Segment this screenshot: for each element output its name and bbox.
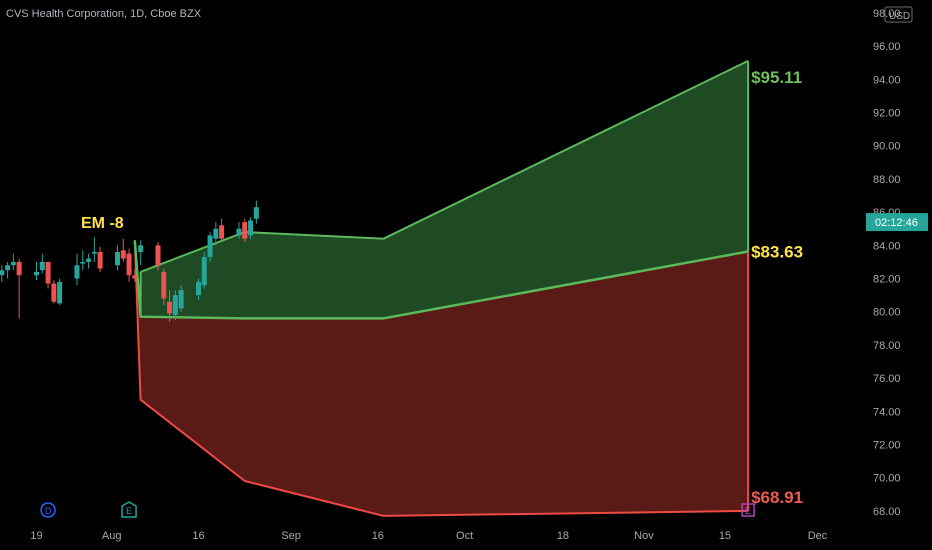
candle-body: [80, 261, 86, 264]
future-earnings-marker: [741, 503, 755, 517]
time-tick-label: Oct: [456, 530, 473, 542]
candle-body: [161, 271, 167, 299]
time-tick-label: Aug: [102, 530, 122, 542]
upper-expected-move-zone: [140, 60, 749, 319]
time-tick-label: 18: [557, 530, 569, 542]
price-tick-label: 84.00: [873, 240, 901, 252]
candle-body: [219, 225, 225, 239]
time-tick-label: Dec: [808, 530, 828, 542]
mid-price-label: $83.63: [751, 242, 803, 261]
candle-body: [10, 261, 16, 266]
candle-body: [195, 281, 201, 296]
candle-body: [57, 281, 63, 304]
candle-body: [74, 265, 80, 279]
currency-label: USD: [889, 11, 910, 22]
candle-body: [248, 220, 254, 236]
price-tick-label: 76.00: [873, 373, 901, 385]
time-tick-label: 19: [30, 530, 42, 542]
candle-body: [45, 261, 51, 284]
price-tick-label: 68.00: [873, 506, 901, 518]
earnings-marker-letter: E: [126, 506, 132, 516]
future-earnings-marker-letter: E: [745, 506, 751, 516]
candle-body: [16, 261, 22, 276]
candle-body: [91, 251, 97, 254]
earnings-marker: [121, 501, 137, 518]
candle-body: [242, 222, 248, 239]
candle-body: [132, 275, 138, 279]
upper-expected-move-line: [140, 60, 749, 273]
lower-price-label: $68.91: [751, 488, 803, 507]
time-tick-label: Nov: [634, 530, 654, 542]
candle-body: [178, 290, 184, 309]
candle-body: [201, 256, 207, 286]
candle-body: [5, 265, 11, 271]
price-tick-label: 80.00: [873, 307, 901, 319]
candle-body: [39, 261, 45, 271]
currency-badge: [884, 6, 913, 23]
current-price-tag: [866, 213, 928, 232]
candle-body: [207, 235, 213, 257]
dividend-marker-letter: D: [45, 506, 52, 516]
candle-body: [172, 295, 178, 316]
lower-expected-move-zone: [134, 240, 749, 516]
time-tick-label: 16: [192, 530, 204, 542]
price-tick-label: 74.00: [873, 406, 901, 418]
countdown-label: 02:12:46: [875, 217, 918, 229]
candle-body: [236, 228, 242, 236]
price-tick-label: 92.00: [873, 108, 901, 120]
mid-expected-move-line: [133, 240, 749, 320]
upper-price-label: $95.11: [751, 68, 802, 87]
time-tick-label: Sep: [281, 530, 301, 542]
candle-body: [126, 253, 132, 276]
candle-body: [167, 301, 173, 314]
candle-body: [51, 283, 57, 302]
candle-body: [33, 271, 39, 276]
candle-body: [155, 245, 161, 266]
time-tick-label: 16: [372, 530, 384, 542]
price-tick-label: 90.00: [873, 141, 901, 153]
candle-body: [114, 251, 120, 266]
dividend-marker: [40, 502, 56, 518]
candle-body: [86, 258, 92, 262]
candle-body: [0, 270, 5, 276]
candle-body: [120, 250, 126, 259]
price-tick-label: 72.00: [873, 439, 901, 451]
price-tick-label: 98.00: [873, 8, 901, 20]
em-label: EM -8: [81, 215, 124, 232]
symbol-title: CVS Health Corporation, 1D, Cboe BZX: [6, 8, 202, 20]
candle-body: [97, 251, 103, 269]
price-tick-label: 78.00: [873, 340, 901, 352]
time-tick-label: 15: [719, 530, 731, 542]
candle-body: [213, 228, 219, 239]
price-tick-label: 88.00: [873, 174, 901, 186]
lower-expected-move-line: [133, 240, 749, 517]
price-tick-label: 70.00: [873, 473, 901, 485]
candle-body: [138, 245, 144, 252]
price-tick-label: 82.00: [873, 274, 901, 286]
candle-body: [253, 207, 259, 219]
price-tick-label: 96.00: [873, 41, 901, 53]
price-tick-label: 94.00: [873, 74, 901, 86]
